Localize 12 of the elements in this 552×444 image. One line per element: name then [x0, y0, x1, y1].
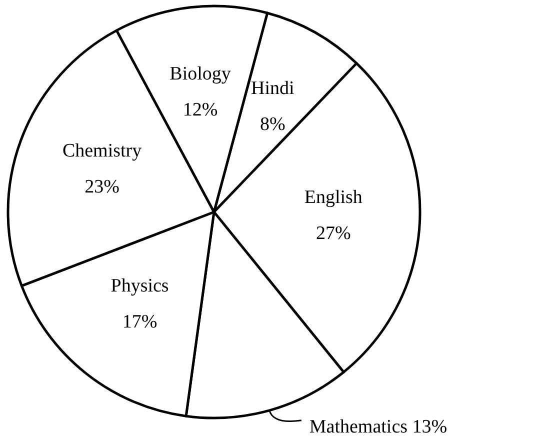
data-label: 13%: [412, 416, 448, 438]
slice-label: Mathematics: [309, 416, 408, 438]
slice-label: English: [304, 187, 363, 208]
data-label: 23%: [84, 176, 120, 198]
slice-label: Biology: [170, 63, 232, 84]
data-label: 8%: [260, 114, 286, 135]
slice-label: Hindi: [251, 78, 294, 99]
slice-label: Chemistry: [62, 140, 142, 162]
data-label: 17%: [122, 312, 158, 333]
slice-label: Physics: [110, 276, 169, 297]
data-label: 27%: [316, 223, 351, 244]
data-label: 12%: [182, 99, 218, 120]
